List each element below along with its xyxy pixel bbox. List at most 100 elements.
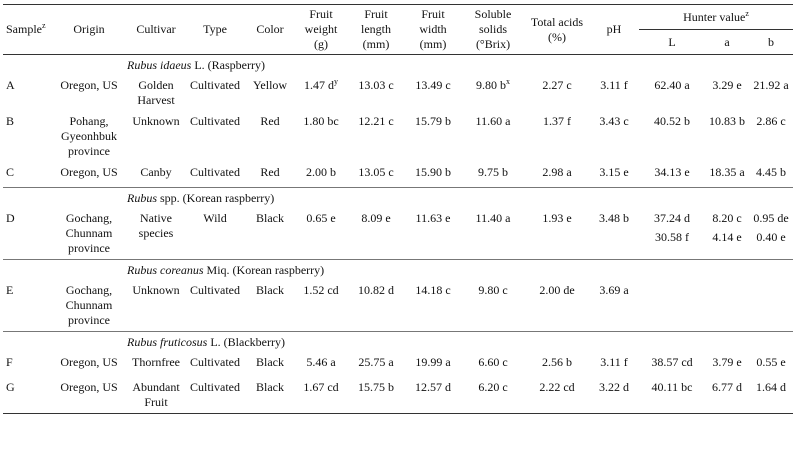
data-row: G Oregon, US Abundant Fruit Cultivated Black…: [3, 377, 794, 414]
hunter-value: 3.29 e: [712, 78, 742, 92]
column-header: Hunter valuez: [639, 4, 794, 30]
cell: 13.03 c: [347, 75, 405, 111]
cell: 11.63 e: [405, 208, 461, 260]
cell-text: 6.60 c: [478, 355, 508, 369]
column-header: Fruit weight (g): [295, 4, 347, 55]
cell: Abundant Fruit: [127, 377, 185, 414]
cell: 1.67 cd: [295, 377, 347, 414]
cell: 3.15 e: [589, 162, 639, 188]
species-name: Rubus idaeus: [127, 58, 192, 72]
column-header: Fruit length (mm): [347, 4, 405, 55]
cell: 3.11 f: [589, 352, 639, 377]
group-row: Rubus idaeus L. (Raspberry): [3, 54, 794, 75]
cell-text: Yellow: [252, 78, 288, 92]
cell-text: 12.21 c: [358, 114, 394, 128]
cell-text: 2.56 b: [542, 355, 572, 369]
cell: 6.60 c: [461, 352, 525, 377]
cell: 1.80 bc: [295, 111, 347, 162]
hunter-cell: [705, 280, 749, 332]
column-header: pH: [589, 4, 639, 55]
hunter-value: 38.57 cd: [651, 355, 693, 369]
cell: 3.69 a: [589, 280, 639, 332]
cell-text: 15.79 b: [415, 114, 451, 128]
cell-text: Hunter value: [683, 9, 746, 24]
cell: 9.80 c: [461, 280, 525, 332]
hunter-cell: 62.40 a: [639, 75, 705, 111]
cell-text: Native species: [138, 211, 174, 240]
cell-text: Color: [256, 22, 284, 36]
cell: 9.80 bx: [461, 75, 525, 111]
cell: 2.98 a: [525, 162, 589, 188]
cell-text: Soluble solids (°Brix): [474, 7, 512, 51]
cell: 15.90 b: [405, 162, 461, 188]
cell-text: Abundant Fruit: [132, 380, 180, 409]
cell: Black: [245, 377, 295, 414]
hunter-cell: 3.29 e: [705, 75, 749, 111]
cell: Black: [245, 208, 295, 260]
cell: 0.65 e: [295, 208, 347, 260]
species-note: L. (Raspberry): [194, 58, 265, 72]
cell-text: 3.11 f: [600, 355, 628, 369]
sub-column-header: L: [639, 29, 705, 55]
cell: E: [3, 280, 51, 332]
cell: 8.09 e: [347, 208, 405, 260]
cell: 15.75 b: [347, 377, 405, 414]
cell-text: C: [6, 165, 15, 179]
cell: Thornfree: [127, 352, 185, 377]
hunter-cell: 18.35 a: [705, 162, 749, 188]
cell-text: 1.67 cd: [303, 380, 339, 394]
hunter-value: 2.86 c: [756, 114, 786, 128]
group-row: Rubus coreanus Miq. (Korean raspberry): [3, 259, 794, 280]
cell-text: Oregon, US: [60, 380, 118, 394]
cell: 19.99 a: [405, 352, 461, 377]
cell-text: pH: [606, 22, 622, 36]
data-row: D Gochang, Chunnam province Native species…: [3, 208, 793, 260]
cell-text: Cultivated: [190, 283, 240, 297]
cell: 6.20 c: [461, 377, 525, 414]
cell-text: B: [6, 114, 15, 128]
hunter-cell: 40.52 b: [639, 111, 705, 162]
cell-text: 2.27 c: [542, 78, 572, 92]
hunter-cell: 38.57 cd: [639, 352, 705, 377]
cell-text: Red: [260, 114, 280, 128]
column-header: Type: [185, 4, 245, 55]
cell: 15.79 b: [405, 111, 461, 162]
cell-text: Cultivated: [190, 355, 240, 369]
hunter-value: 30.58 f: [655, 230, 689, 244]
group-title: Rubus spp. (Korean raspberry): [3, 187, 794, 208]
data-row: B Pohang, Gyeonhbuk province Unknown Cultiv…: [3, 111, 793, 162]
hunter-value: 3.79 e: [712, 355, 742, 369]
hunter-value: 37.24 d: [654, 211, 690, 225]
hunter-cell: 4.45 b: [749, 162, 793, 188]
cell-text: Cultivated: [190, 114, 240, 128]
cell: 10.82 d: [347, 280, 405, 332]
column-header: Color: [245, 4, 295, 55]
species-name: Rubus coreanus: [127, 263, 204, 277]
hunter-value: 0.40 e: [756, 230, 786, 244]
table-body: Rubus idaeus L. (Raspberry) A Oregon, US Go…: [3, 54, 794, 414]
hunter-cell: [639, 280, 705, 332]
cell-text: 14.18 c: [415, 283, 451, 297]
data-row: C Oregon, US Canby Cultivated Red 2.00 b 13.05…: [3, 162, 793, 188]
hunter-value: 34.13 e: [654, 165, 690, 179]
cell-text: 2.98 a: [542, 165, 572, 179]
cell: 2.56 b: [525, 352, 589, 377]
cell-text: Oregon, US: [60, 355, 118, 369]
cell: Yellow: [245, 75, 295, 111]
hunter-value: 40.11 bc: [651, 380, 693, 394]
cell: Unknown: [127, 280, 185, 332]
cell-text: 9.80 c: [478, 283, 508, 297]
cell: A: [3, 75, 51, 111]
cell-text: Gochang, Chunnam province: [65, 283, 113, 327]
data-row: E Gochang, Chunnam province Unknown Cultiva…: [3, 280, 793, 332]
hunter-value: 40.52 b: [654, 114, 690, 128]
cell-text: Black: [256, 355, 284, 369]
hunter-cell: 21.92 a: [749, 75, 793, 111]
cell-text: F: [6, 355, 13, 369]
cell-text: Cultivated: [190, 78, 240, 92]
cell: 12.21 c: [347, 111, 405, 162]
hunter-cell: 6.77 d: [705, 377, 749, 414]
cell-text: 3.48 b: [599, 211, 629, 225]
hunter-value: 6.77 d: [712, 380, 742, 394]
